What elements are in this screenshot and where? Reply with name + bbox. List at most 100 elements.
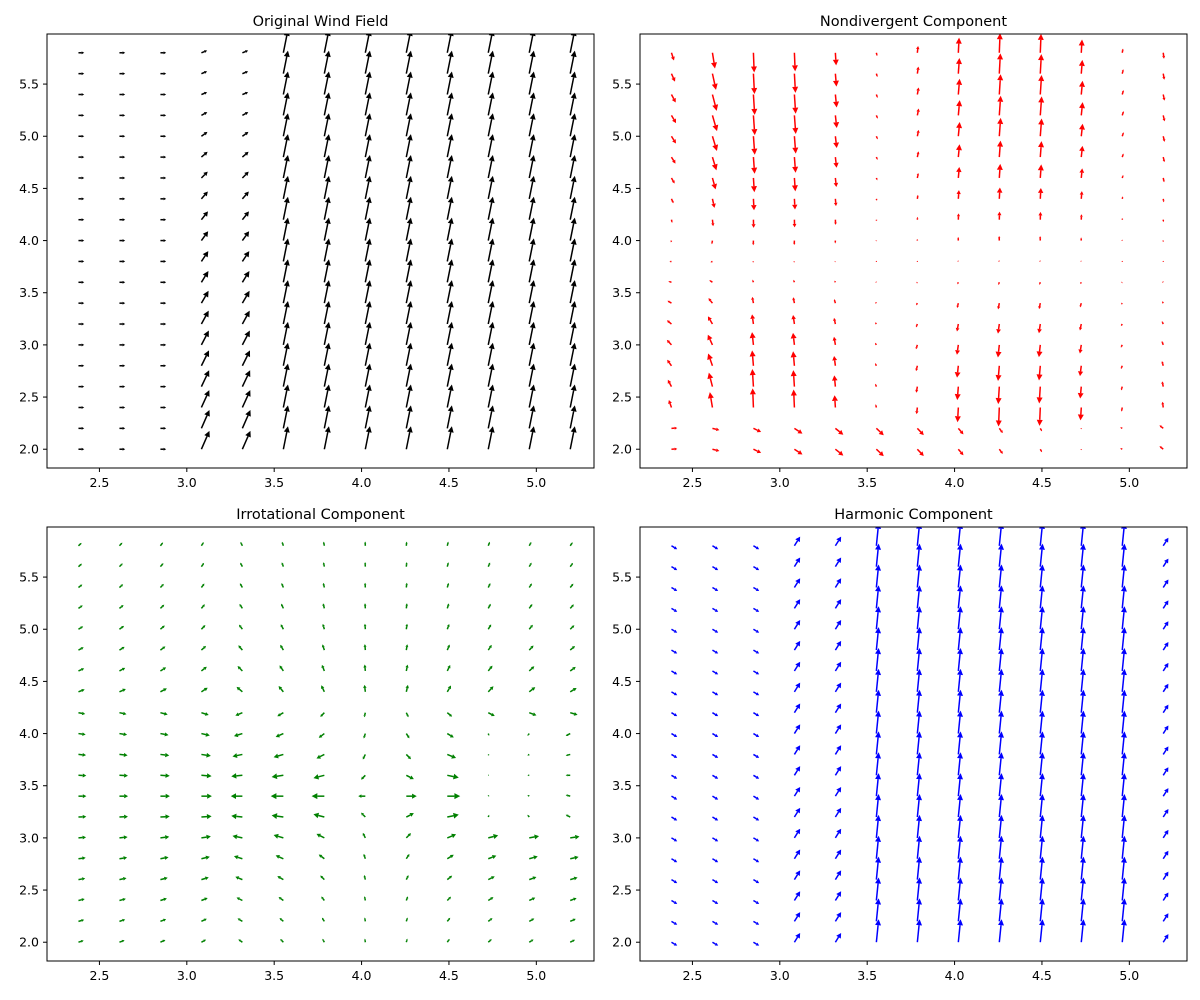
vector-arrow: [671, 566, 678, 571]
vector-arrow: [364, 34, 372, 53]
vector-arrow: [671, 447, 678, 451]
vector-arrow: [363, 896, 367, 901]
vector-arrow: [364, 71, 372, 95]
vector-arrow: [159, 583, 164, 589]
vector-arrow: [1039, 856, 1045, 880]
vector-arrow: [1120, 606, 1127, 630]
vector-arrow: [487, 541, 491, 547]
vector-arrow: [998, 919, 1004, 943]
vector-arrow: [201, 918, 207, 923]
vector-arrow: [282, 280, 290, 304]
vector-arrow: [405, 644, 409, 651]
vector-arrow: [160, 197, 167, 201]
vector-arrow: [1120, 773, 1127, 797]
vector-arrow: [751, 296, 755, 304]
vector-arrow: [159, 646, 166, 651]
vector-arrow: [831, 395, 838, 408]
vector-arrow: [487, 897, 494, 902]
vector-arrow: [446, 363, 454, 387]
vector-arrow: [446, 938, 450, 943]
vector-arrow: [875, 383, 878, 387]
vector-arrow: [323, 426, 331, 450]
vector-arrow: [750, 198, 757, 211]
vector-arrow: [668, 400, 673, 408]
vector-arrow: [323, 154, 331, 179]
vector-arrow: [671, 920, 678, 925]
vector-arrow: [790, 370, 797, 387]
vector-arrow: [487, 876, 495, 881]
vector-arrow: [793, 448, 803, 455]
vector-arrow: [569, 113, 577, 137]
vector-arrow: [528, 405, 536, 429]
vector-arrow: [1039, 260, 1041, 262]
vector-arrow: [364, 342, 372, 366]
vector-arrow: [405, 71, 413, 95]
vector-arrow: [711, 115, 719, 132]
vector-arrow: [670, 177, 675, 184]
vector-arrow: [405, 684, 409, 693]
y-tick-label: 5.0: [612, 622, 632, 637]
vector-arrow: [569, 604, 574, 609]
vector-arrow: [487, 301, 495, 325]
vector-arrow: [1162, 52, 1166, 59]
vector-arrow: [712, 774, 719, 779]
vector-arrow: [322, 562, 326, 567]
vector-arrow: [405, 301, 413, 325]
vector-arrow: [792, 219, 797, 228]
vector-arrow: [666, 320, 672, 325]
vector-arrow: [160, 793, 170, 799]
vector-arrow: [1162, 537, 1169, 547]
vector-arrow: [528, 876, 537, 881]
vector-arrow: [1039, 647, 1045, 672]
vector-arrow: [405, 733, 410, 739]
vector-arrow: [793, 682, 801, 693]
vector-arrow: [77, 584, 83, 589]
vector-arrow: [528, 624, 533, 630]
vector-arrow: [753, 691, 760, 696]
vector-arrow: [528, 604, 533, 609]
vector-arrow: [1159, 425, 1164, 429]
vector-arrow: [487, 363, 495, 387]
vector-arrow: [1039, 919, 1045, 943]
vector-arrow: [834, 240, 837, 244]
vector-arrow: [915, 365, 919, 372]
vector-arrow: [875, 135, 878, 140]
vector-arrow: [487, 686, 494, 693]
vector-arrow: [956, 78, 963, 95]
vector-arrow: [793, 828, 801, 839]
vector-arrow: [1079, 543, 1086, 567]
vector-arrow: [998, 794, 1004, 818]
vector-arrow: [241, 430, 251, 450]
vector-arrow: [160, 426, 167, 430]
vector-arrow: [233, 732, 243, 738]
vector-arrow: [119, 794, 129, 799]
vector-arrow: [916, 627, 923, 651]
vector-arrow: [671, 899, 678, 904]
vector-arrow: [1079, 856, 1086, 880]
vector-arrow: [750, 314, 756, 325]
vector-arrow: [282, 259, 290, 283]
vector-arrow: [160, 322, 167, 326]
vector-arrow: [711, 177, 717, 190]
vector-arrow: [671, 426, 678, 430]
vector-arrow: [569, 238, 577, 262]
vector-arrow: [282, 426, 290, 450]
panel-title: Nondivergent Component: [820, 14, 1007, 30]
vector-arrow: [487, 34, 495, 53]
vector-arrow: [311, 793, 325, 800]
vector-arrow: [1162, 913, 1169, 922]
vector-arrow: [278, 686, 284, 693]
vector-arrow: [1162, 94, 1166, 101]
vector-arrow: [957, 814, 964, 838]
vector-arrow: [119, 939, 125, 943]
vector-arrow: [405, 917, 408, 922]
vector-arrow: [712, 427, 720, 432]
vector-arrow: [833, 94, 840, 108]
vector-arrow: [273, 833, 284, 839]
vector-arrow: [916, 66, 920, 74]
vector-arrow: [1079, 919, 1086, 943]
vector-arrow: [446, 854, 454, 860]
vector-arrow: [279, 665, 284, 672]
vector-arrow: [793, 870, 801, 881]
vector-arrow: [323, 113, 331, 137]
